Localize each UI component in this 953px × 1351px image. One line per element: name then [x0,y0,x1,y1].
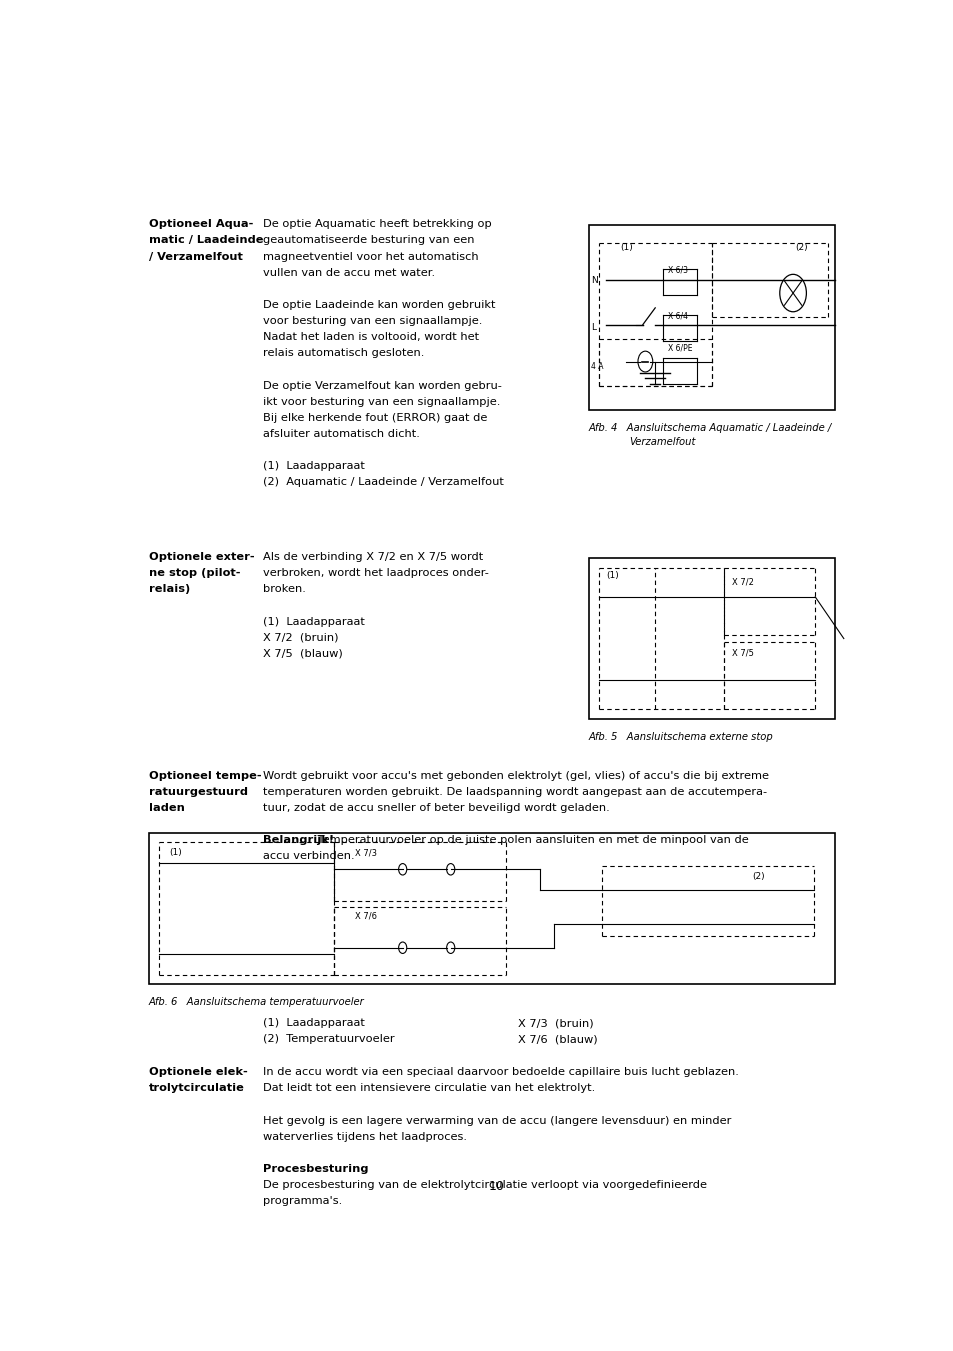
FancyBboxPatch shape [149,834,834,984]
Text: Als de verbinding X 7/2 en X 7/5 wordt: Als de verbinding X 7/2 en X 7/5 wordt [263,553,483,562]
Text: De procesbesturing van de elektrolytcirculatie verloopt via voorgedefinieerde: De procesbesturing van de elektrolytcirc… [263,1179,707,1190]
Text: (1): (1) [620,243,633,253]
Text: ikt voor besturing van een signaallampje.: ikt voor besturing van een signaallampje… [263,397,500,407]
Text: (1)  Laadapparaat: (1) Laadapparaat [263,616,365,627]
Text: X 7/3  (bruin): X 7/3 (bruin) [518,1019,594,1028]
Text: X 7/3: X 7/3 [355,848,376,857]
FancyBboxPatch shape [588,224,834,409]
Text: / Verzamelfout: / Verzamelfout [149,251,242,262]
Text: waterverlies tijdens het laadproces.: waterverlies tijdens het laadproces. [263,1132,467,1142]
Text: matic / Laadeinde: matic / Laadeinde [149,235,263,246]
Text: Procesbesturing: Procesbesturing [263,1165,369,1174]
Text: ne stop (pilot-: ne stop (pilot- [149,569,240,578]
Text: tuur, zodat de accu sneller of beter beveiligd wordt geladen.: tuur, zodat de accu sneller of beter bev… [263,802,610,813]
Text: Optionele elek-: Optionele elek- [149,1067,248,1077]
Text: X 7/2: X 7/2 [731,578,753,586]
Text: De optie Laadeinde kan worden gebruikt: De optie Laadeinde kan worden gebruikt [263,300,496,309]
Text: geautomatiseerde besturing van een: geautomatiseerde besturing van een [263,235,475,246]
Text: In de accu wordt via een speciaal daarvoor bedoelde capillaire buis lucht geblaz: In de accu wordt via een speciaal daarvo… [263,1067,739,1077]
Text: verbroken, wordt het laadproces onder-: verbroken, wordt het laadproces onder- [263,569,489,578]
Text: Afb. 4   Aansluitschema Aquamatic / Laadeinde /: Afb. 4 Aansluitschema Aquamatic / Laadei… [588,423,831,434]
Text: N: N [591,277,598,285]
Text: relais automatisch gesloten.: relais automatisch gesloten. [263,349,424,358]
Text: relais): relais) [149,585,190,594]
Text: Belangrijk!: Belangrijk! [263,835,335,846]
Text: X 6/PE: X 6/PE [667,343,691,353]
Text: (1): (1) [170,848,182,857]
Text: 10: 10 [488,1179,504,1193]
Text: (2)  Temperatuurvoeler: (2) Temperatuurvoeler [263,1035,395,1044]
Text: Optioneel Aqua-: Optioneel Aqua- [149,219,253,230]
Text: X 6/4: X 6/4 [667,312,687,320]
Text: Verzamelfout: Verzamelfout [629,436,695,447]
FancyBboxPatch shape [588,558,834,719]
Text: X 6/3: X 6/3 [667,265,687,274]
Text: (2)  Aquamatic / Laadeinde / Verzamelfout: (2) Aquamatic / Laadeinde / Verzamelfout [263,477,504,488]
Text: Afb. 5   Aansluitschema externe stop: Afb. 5 Aansluitschema externe stop [588,732,773,742]
Text: broken.: broken. [263,585,306,594]
Text: (1): (1) [605,571,618,581]
Text: Bij elke herkende fout (ERROR) gaat de: Bij elke herkende fout (ERROR) gaat de [263,413,487,423]
Text: (2): (2) [752,873,764,881]
Text: magneetventiel voor het automatisch: magneetventiel voor het automatisch [263,251,478,262]
Text: Dat leidt tot een intensievere circulatie van het elektrolyt.: Dat leidt tot een intensievere circulati… [263,1084,595,1093]
Text: ratuurgestuurd: ratuurgestuurd [149,786,248,797]
Text: De optie Aquamatic heeft betrekking op: De optie Aquamatic heeft betrekking op [263,219,492,230]
Text: De optie Verzamelfout kan worden gebru-: De optie Verzamelfout kan worden gebru- [263,381,502,390]
Text: (1)  Laadapparaat: (1) Laadapparaat [263,1019,365,1028]
Text: X 7/6: X 7/6 [355,912,376,920]
Text: laden: laden [149,802,185,813]
Text: Optioneel tempe-: Optioneel tempe- [149,770,261,781]
Text: programma's.: programma's. [263,1196,342,1206]
Text: Het gevolg is een lagere verwarming van de accu (langere levensduur) en minder: Het gevolg is een lagere verwarming van … [263,1116,731,1125]
Text: Optionele exter-: Optionele exter- [149,553,254,562]
Text: X 7/5: X 7/5 [731,648,753,657]
Text: Afb. 6   Aansluitschema temperatuurvoeler: Afb. 6 Aansluitschema temperatuurvoeler [149,997,364,1008]
Text: (2): (2) [795,243,807,253]
Text: L: L [591,323,596,332]
Text: accu verbinden.: accu verbinden. [263,851,355,862]
Text: vullen van de accu met water.: vullen van de accu met water. [263,267,436,278]
Text: afsluiter automatisch dicht.: afsluiter automatisch dicht. [263,430,420,439]
Text: Wordt gebruikt voor accu's met gebonden elektrolyt (gel, vlies) of accu's die bi: Wordt gebruikt voor accu's met gebonden … [263,770,769,781]
Text: Temperatuurvoeler op de juiste polen aansluiten en met de minpool van de: Temperatuurvoeler op de juiste polen aan… [314,835,748,846]
Text: 4 A: 4 A [591,362,603,370]
Text: X 7/2  (bruin): X 7/2 (bruin) [263,632,338,643]
Text: temperaturen worden gebruikt. De laadspanning wordt aangepast aan de accutempera: temperaturen worden gebruikt. De laadspa… [263,786,767,797]
Text: Nadat het laden is voltooid, wordt het: Nadat het laden is voltooid, wordt het [263,332,479,342]
Text: (1)  Laadapparaat: (1) Laadapparaat [263,461,365,471]
Text: X 7/5  (blauw): X 7/5 (blauw) [263,648,343,659]
Text: X 7/6  (blauw): X 7/6 (blauw) [518,1035,598,1044]
Text: voor besturing van een signaallampje.: voor besturing van een signaallampje. [263,316,482,326]
Text: trolytcirculatie: trolytcirculatie [149,1084,244,1093]
